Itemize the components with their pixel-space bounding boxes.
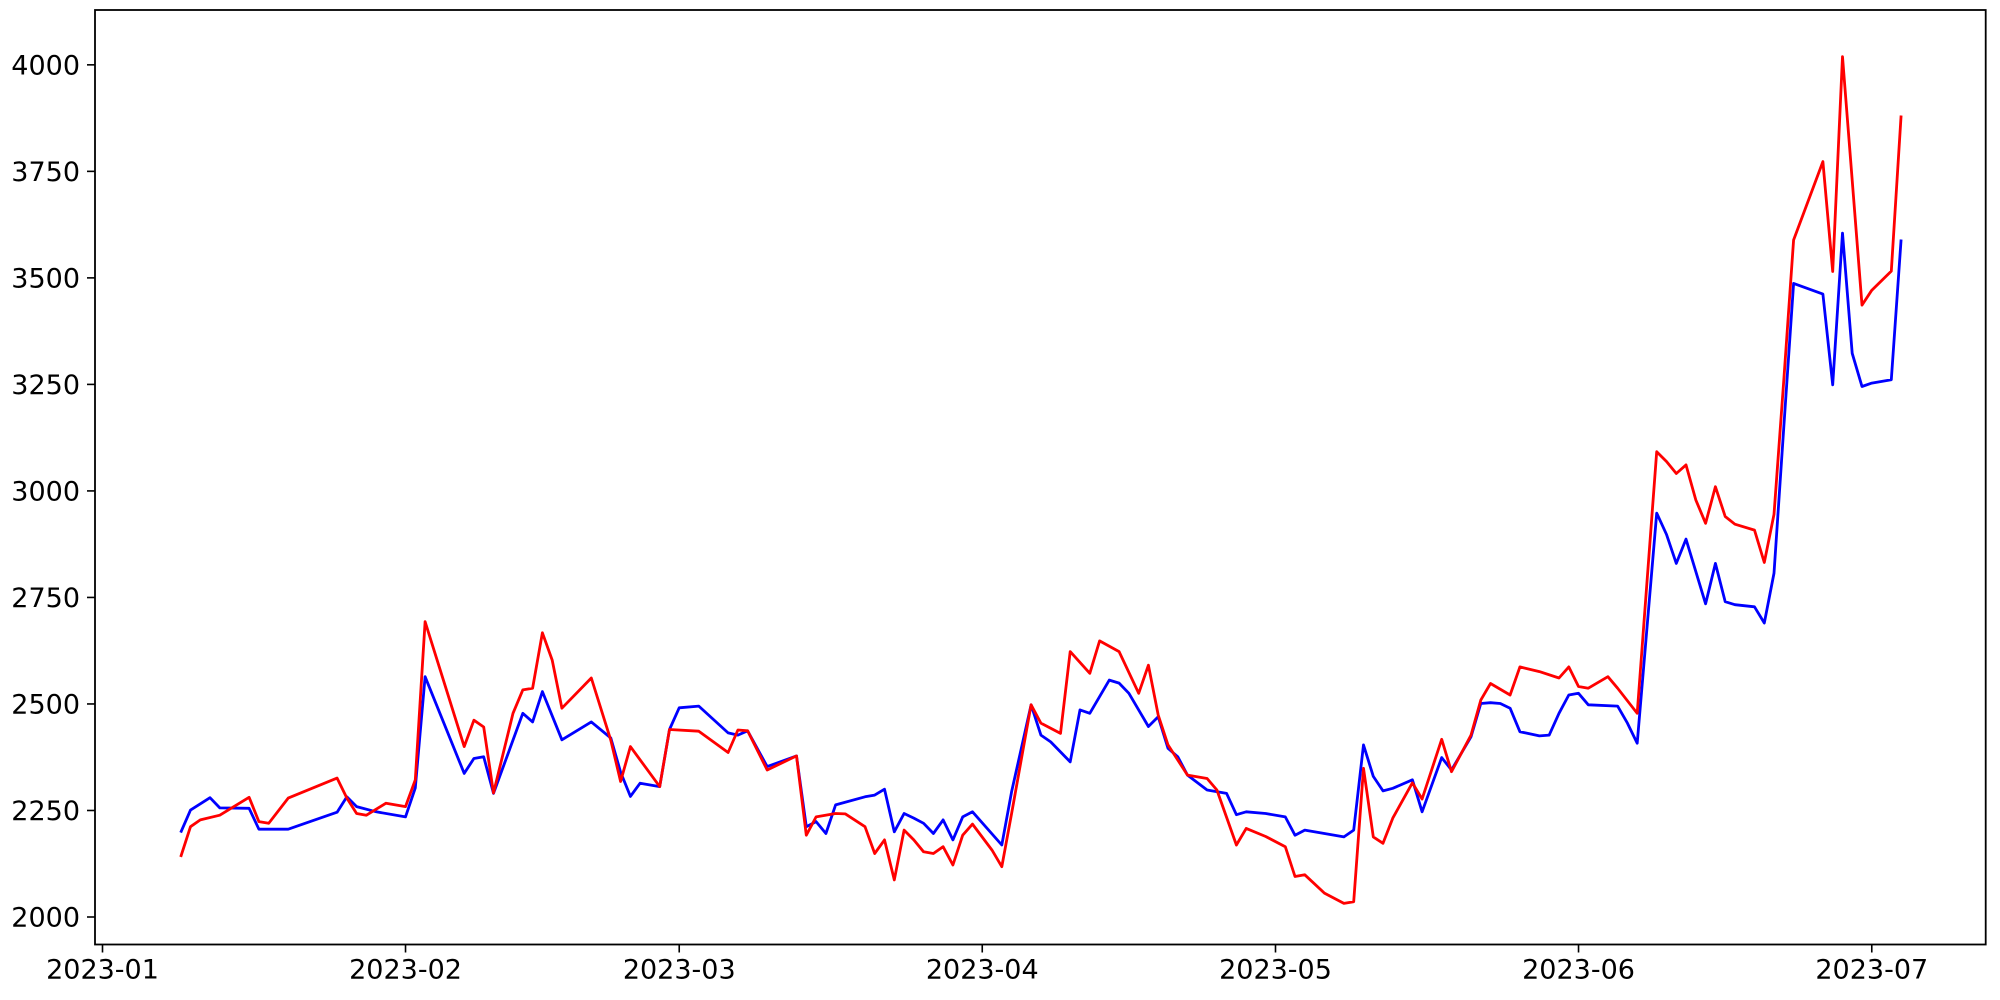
x-tick-label: 2023-07 xyxy=(1815,955,1928,986)
x-tick-label: 2023-05 xyxy=(1219,955,1332,986)
x-tick-label: 2023-03 xyxy=(623,955,736,986)
blue-series-line xyxy=(179,231,1903,847)
y-tick-label: 2250 xyxy=(11,796,80,827)
y-tick-label: 4000 xyxy=(11,50,80,81)
x-tick-label: 2023-02 xyxy=(349,955,462,986)
y-tick-label: 3000 xyxy=(11,476,80,507)
y-tick-label: 2500 xyxy=(11,689,80,720)
y-tick-label: 3750 xyxy=(11,157,80,188)
y-tick-label: 3250 xyxy=(11,370,80,401)
x-tick-label: 2023-04 xyxy=(926,955,1039,986)
x-tick-label: 2023-06 xyxy=(1522,955,1635,986)
plot-area: 2023-01 2023-02 2023-03 2023-04 2023-05 2023-… xyxy=(11,9,1987,986)
x-tick-label: 2023-01 xyxy=(46,955,159,986)
red-series-line xyxy=(179,55,1903,905)
plot-border xyxy=(94,9,1987,946)
y-tick-label: 2000 xyxy=(11,903,80,934)
y-tick-label: 2750 xyxy=(11,583,80,614)
y-tick-label: 3500 xyxy=(11,263,80,294)
